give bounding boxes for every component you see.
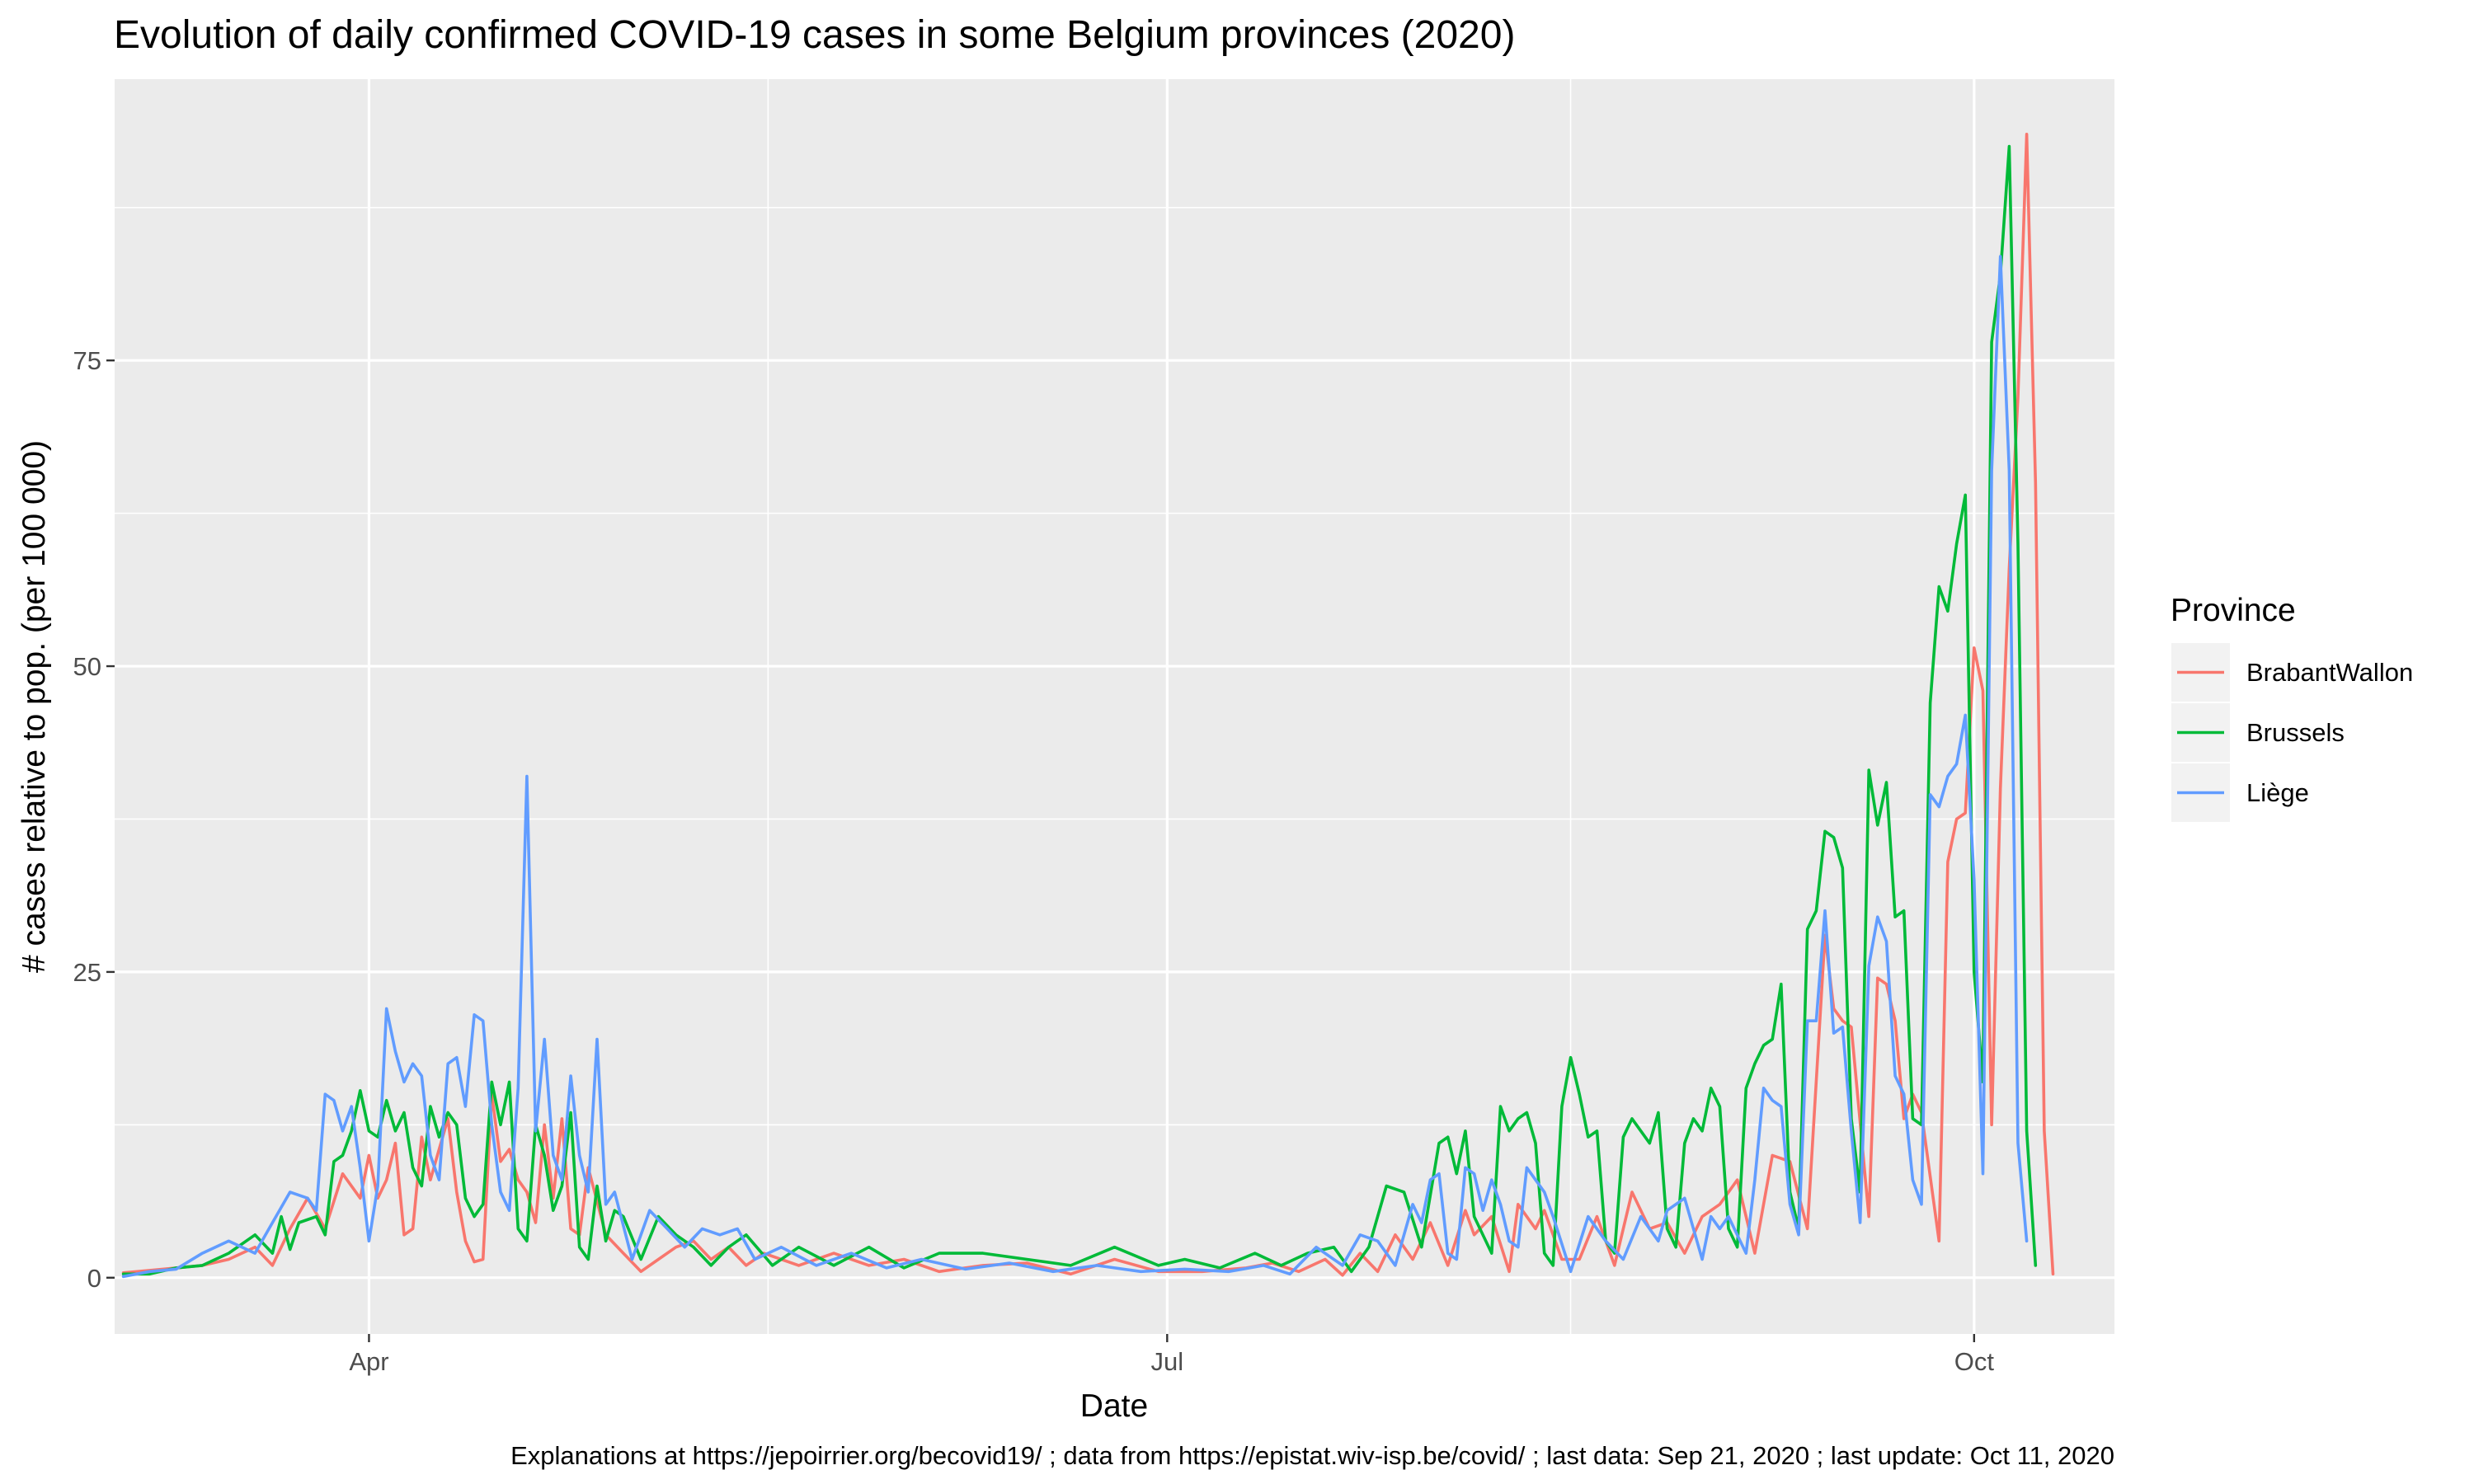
x-tick-label: Jul	[1150, 1347, 1183, 1376]
y-axis-title: # cases relative to pop. (per 100 000)	[16, 440, 52, 973]
legend-title: Province	[2171, 593, 2296, 628]
y-tick-label: 0	[87, 1264, 101, 1293]
legend: Province BrabantWallon Brussels Liège	[2171, 593, 2413, 822]
chart-caption: Explanations at https://jepoirrier.org/b…	[510, 1441, 2114, 1470]
x-axis-title: Date	[1080, 1388, 1148, 1424]
plot-panel	[115, 79, 2114, 1334]
y-axis: 0 25 50 75	[73, 346, 115, 1293]
legend-label-brussels: Brussels	[2246, 718, 2345, 747]
y-tick-label: 75	[73, 346, 101, 375]
y-tick-label: 50	[73, 652, 101, 681]
series-line-brussels	[121, 144, 2038, 1276]
legend-label-liege: Liège	[2246, 778, 2309, 807]
y-tick-label: 25	[73, 958, 101, 987]
chart-title: Evolution of daily confirmed COVID-19 ca…	[114, 13, 1515, 57]
x-tick-label: Apr	[349, 1347, 388, 1376]
legend-items: BrabantWallon Brussels Liège	[2171, 643, 2413, 822]
x-axis: Apr Jul Oct	[349, 1334, 1994, 1376]
series-lines	[121, 133, 2055, 1279]
legend-label-brabantwallon: BrabantWallon	[2246, 658, 2413, 687]
x-tick-label: Oct	[1954, 1347, 1995, 1376]
series-line-liege	[121, 255, 2029, 1279]
